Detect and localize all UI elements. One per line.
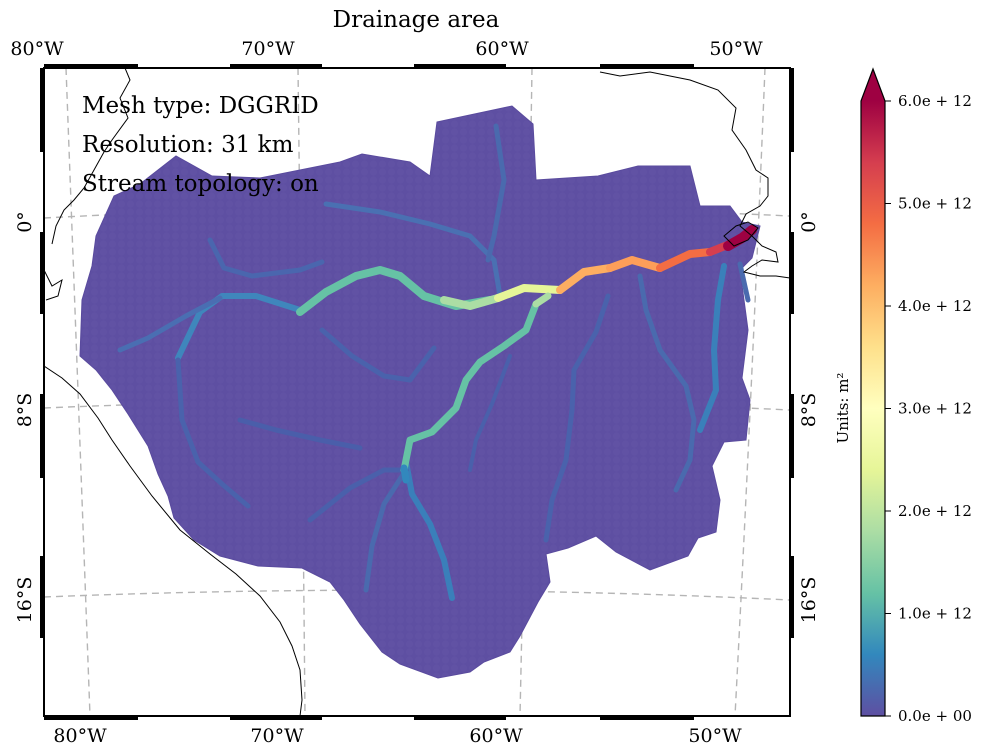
lon-tick-bottom: 80°W [53,725,107,747]
frame-tick [40,68,45,152]
river-segment [532,292,552,308]
lon-tick-top: 70°W [241,38,295,60]
colorbar-ticks: 0.0e + 00 1.0e + 12 2.0e + 12 3.0e + 12 4.0e… [885,92,972,725]
map-panel: Mesh type: DGGRID Resolution: 31 km Stre… [40,64,794,720]
colorbar-tick-label: 1.0e + 12 [898,605,972,623]
colorbar-extend-arrow [861,69,885,101]
colorbar: 0.0e + 00 1.0e + 12 2.0e + 12 3.0e + 12 4.0e… [834,67,972,725]
river-segment [494,284,564,302]
main-stem-river [296,225,757,484]
mesh-annotations: Mesh type: DGGRID Resolution: 31 km Stre… [82,93,319,197]
frame-tick [600,715,694,720]
axis-tick-labels: 80°W 70°W 60°W 50°W 80°W 70°W 60°W 50°W … [10,38,820,747]
river-segment [485,123,507,263]
lat-tick-left: 8°S [14,393,36,428]
colorbar-label: Units: m² [834,373,852,444]
coastline-pacific [44,365,303,716]
frame-tick [40,232,45,314]
colorbar-gradient [861,101,885,716]
lat-tick-right: 16°S [798,577,820,624]
frame-tick [789,68,794,152]
resolution-label: Resolution: 31 km [82,132,294,158]
frame-tick [40,394,45,478]
frame-tick [44,64,138,69]
river-segment [175,357,251,509]
colorbar-tick-label: 5.0e + 12 [898,195,972,213]
colorbar-tick-label: 3.0e + 12 [898,400,972,418]
frame-ticks [40,64,794,720]
river-segment [207,237,325,279]
river-segment [400,300,540,474]
map-title: Drainage area [333,7,500,33]
river-segment [697,263,727,433]
lat-tick-left: 0° [14,211,36,233]
lon-tick-top: 60°W [475,38,529,60]
coastline-gulf [44,269,63,301]
colorbar-tick-label: 6.0e + 12 [898,92,972,110]
river-segment [237,417,363,451]
river-segment [440,294,502,310]
lon-tick-bottom: 50°W [688,725,742,747]
lon-tick-top: 50°W [709,38,763,60]
river-segment [556,264,614,294]
lon-tick-top: 80°W [10,38,64,60]
lon-tick-bottom: 60°W [469,725,523,747]
frame-tick [44,715,138,720]
marajo-island [723,221,759,247]
river-segment [319,327,437,383]
mesh-type-label: Mesh type: DGGRID [82,93,319,119]
frame-tick [414,715,506,720]
frame-tick [40,556,45,638]
river-segment [468,354,512,472]
river-segment [175,293,303,361]
lat-tick-right: 8°S [798,393,820,428]
river-segment [117,295,223,353]
river-segment [403,459,455,601]
river-segment [400,464,410,484]
stream-topology-label: Stream topology: on [82,171,319,197]
meridian-70w [297,68,306,716]
frame-tick [414,64,506,69]
colorbar-tick-label: 4.0e + 12 [898,297,972,315]
coastlines [44,68,790,716]
river-segment [637,273,697,493]
colorbar-tick-label: 2.0e + 12 [898,502,972,520]
river-segment [307,467,409,523]
river-segment [363,467,409,593]
river-segment [323,201,503,299]
colorbar-tick-label: 0.0e + 00 [898,707,972,725]
lon-tick-bottom: 70°W [250,725,304,747]
coastline-atlantic [599,71,790,279]
amazon-basin-mesh [79,105,761,679]
frame-tick [789,232,794,314]
meridian-80w [65,68,91,716]
tributary-rivers [117,123,751,601]
frame-tick [789,556,794,638]
frame-tick [230,715,322,720]
river-segment [606,256,664,272]
lat-tick-right: 0° [798,211,820,233]
frame-tick [789,394,794,478]
frame-tick [230,64,322,69]
lat-tick-left: 16°S [14,577,36,624]
frame-tick [600,64,694,69]
colorbar-outline [860,67,886,717]
meridian-50w [734,68,766,716]
coastline-north [51,68,131,245]
river-segment [543,293,611,543]
river-segment [737,261,751,303]
river-segment [656,248,714,272]
